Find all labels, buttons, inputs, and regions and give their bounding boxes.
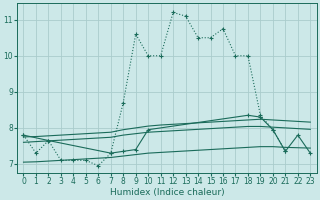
X-axis label: Humidex (Indice chaleur): Humidex (Indice chaleur) [109,188,224,197]
